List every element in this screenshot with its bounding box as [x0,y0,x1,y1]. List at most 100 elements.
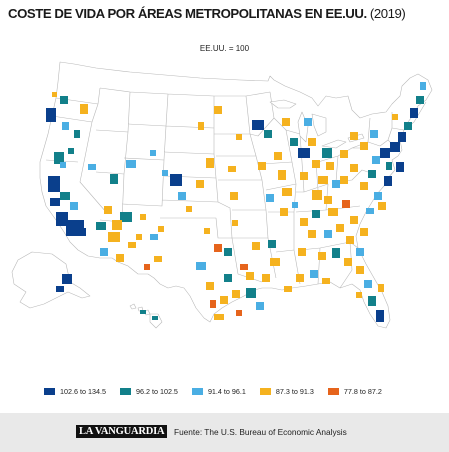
metro-area [56,212,68,226]
metro-areas [46,82,426,322]
metro-area [318,252,326,260]
metro-area [312,210,320,218]
metro-area [224,248,232,256]
metro-area [356,292,362,298]
metro-area [100,248,108,256]
legend-item: 102.6 to 134.5 [44,387,106,396]
map-title: COSTE DE VIDA POR ÁREAS METROPOLITANAS E… [8,6,444,21]
legend-swatch [119,387,131,395]
metro-area [318,176,328,184]
metro-area [356,248,364,256]
metro-area [162,170,168,176]
metro-area [228,166,236,172]
metro-area [360,142,368,150]
metro-area [332,248,340,258]
metro-area [140,214,146,220]
metro-area [308,230,316,238]
metro-area [46,108,56,122]
metro-area [310,270,318,278]
metro-area [368,296,376,306]
metro-area [372,156,380,164]
metro-area [50,198,60,206]
metro-area [48,176,60,192]
metro-area [386,162,392,170]
metro-area [284,286,292,292]
metro-area [364,280,372,288]
metro-area [224,274,232,282]
metro-area [346,236,354,244]
metro-area [360,228,368,236]
metro-area [280,208,288,216]
footer-bar: LA VANGUARDIA Fuente: The U.S. Bureau of… [0,413,449,452]
metro-area [342,200,350,208]
metro-area [236,134,242,140]
metro-area [278,170,286,180]
metro-area [282,188,292,196]
metro-area [268,240,276,248]
metro-area [206,282,214,290]
metro-area [246,272,254,280]
metro-area [186,206,192,212]
legend-item: 87.3 to 91.3 [259,387,314,396]
metro-area [62,122,69,130]
metro-area [52,92,57,97]
metro-area [232,290,240,298]
legend-swatch [44,387,55,395]
metro-area [336,224,344,232]
metro-area [56,286,64,292]
metro-area [258,162,266,170]
metro-area [390,142,400,152]
metro-area [378,284,384,292]
metro-area [398,132,406,142]
metro-area [96,222,106,230]
metro-area [374,192,382,200]
metro-area [214,244,222,252]
metro-area [154,256,162,262]
metro-area [420,82,426,90]
legend-label: 91.4 to 96.1 [207,386,246,396]
great-lakes [269,99,365,149]
metro-area [88,164,96,170]
metro-area [266,194,274,202]
metro-area [136,234,142,240]
metro-area [384,176,392,186]
metro-area [80,104,88,114]
legend-label: 77.8 to 87.2 [343,386,382,396]
metro-area [144,264,150,270]
metro-area [404,122,412,130]
metro-area [274,152,282,160]
metro-area [210,300,216,308]
metro-area [54,152,64,164]
metro-area [214,106,222,114]
metro-area [356,266,364,274]
metro-area [204,228,210,234]
metro-area [120,212,132,222]
legend-item: 91.4 to 96.1 [191,386,246,396]
metro-area [60,192,70,200]
legend-label: 102.6 to 134.5 [60,386,106,396]
metro-area [198,122,204,130]
state-outlines [11,61,433,329]
metro-area [370,130,378,138]
metro-area [214,314,224,320]
metro-area [328,208,338,216]
metro-area [126,160,136,168]
metro-area [350,164,358,172]
metro-area [60,96,68,104]
metro-area [230,192,238,200]
metro-area [322,278,330,284]
metro-area [150,234,158,240]
legend-label: 96.2 to 102.5 [135,386,178,396]
title-year: (2019) [369,6,406,21]
metro-area [376,310,384,322]
metro-area [70,202,78,210]
metro-area [270,258,280,266]
metro-area [396,162,404,172]
metro-area [298,148,310,158]
brand-logo: LA VANGUARDIA [76,425,168,438]
metro-area [296,274,304,282]
metro-area [232,220,238,226]
map-subtitle: EE.UU. = 100 [199,44,250,53]
metro-area [350,132,358,140]
metro-area [196,180,204,188]
